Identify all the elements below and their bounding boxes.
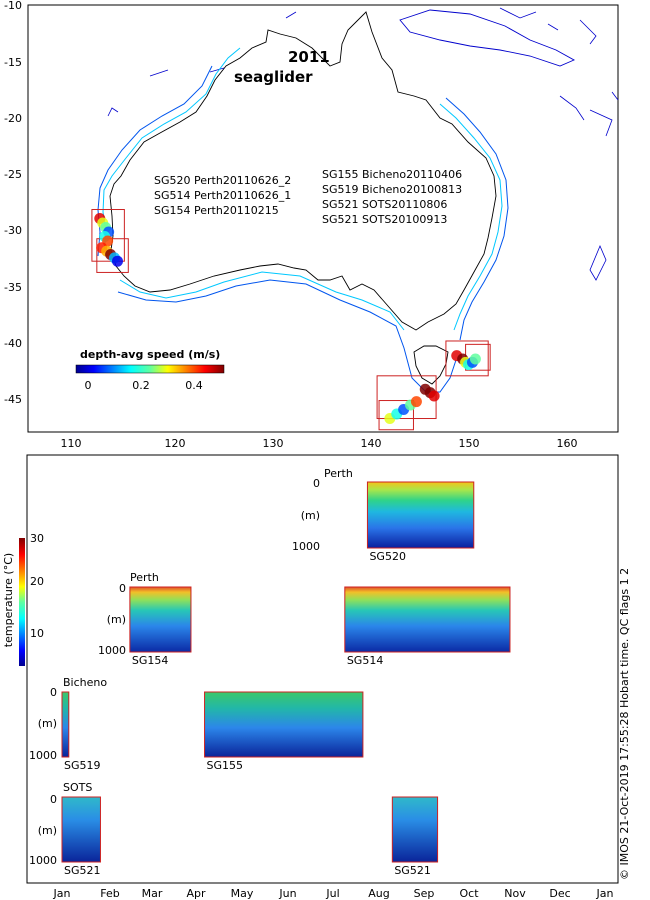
depth-tick: 0 <box>313 477 320 490</box>
temperature-section <box>367 482 473 548</box>
map-x-tick-label: 130 <box>263 437 284 450</box>
map-y-tick-label: -45 <box>4 393 22 406</box>
deployment-label-west: SG520 Perth20110626_2 <box>154 174 291 187</box>
month-tick-label: Jun <box>278 887 296 900</box>
row-label-perth: Perth <box>324 467 353 480</box>
month-tick-label: Jan <box>596 887 614 900</box>
map-y-tick-label: -30 <box>4 224 22 237</box>
month-tick-label: Sep <box>414 887 435 900</box>
glider-label: SG519 <box>64 759 101 772</box>
section-sg521: SG521 <box>62 797 101 877</box>
section-sg521: SG521 <box>392 797 437 877</box>
speed-point <box>429 391 440 402</box>
glider-label: SG154 <box>132 654 169 667</box>
map-y-tick-label: -10 <box>4 0 22 12</box>
map-x-tick-label: 160 <box>557 437 578 450</box>
speed-point <box>112 256 123 267</box>
speed-colorbar-label: depth-avg speed (m/s) <box>80 348 220 361</box>
speed-point <box>411 396 422 407</box>
chart-canvas: -10 -15 -20 -25 -30 -35 -40 -45 110 120 … <box>0 0 650 900</box>
deployment-label-east: SG521 SOTS20110806 <box>322 198 447 211</box>
temperature-section <box>62 797 100 862</box>
depth-tick: 1000 <box>29 749 57 762</box>
map-title-year: 2011 <box>288 48 330 66</box>
section-panel: 30 20 10 temperature (°C) Jan Feb Mar Ap… <box>2 455 618 900</box>
map-y-tick-label: -40 <box>4 337 22 350</box>
temperature-section <box>62 692 69 757</box>
temperature-colorbar-tick: 20 <box>30 575 44 588</box>
month-tick-label: Dec <box>549 887 570 900</box>
map-x-tick-label: 110 <box>61 437 82 450</box>
speed-point <box>470 353 481 364</box>
temperature-colorbar-tick: 10 <box>30 627 44 640</box>
map-y-tick-label: -25 <box>4 168 22 181</box>
temperature-section <box>205 692 363 757</box>
month-tick-label: Jul <box>325 887 339 900</box>
map-y-tick-label: -20 <box>4 112 22 125</box>
temperature-colorbar <box>19 538 25 666</box>
map-x-tick-label: 120 <box>165 437 186 450</box>
month-tick-label: Jan <box>53 887 71 900</box>
map-y-tick-label: -35 <box>4 281 22 294</box>
depth-tick: (m) <box>38 824 57 837</box>
depth-tick: (m) <box>301 509 320 522</box>
depth-tick: (m) <box>38 717 57 730</box>
month-tick-label: Aug <box>368 887 389 900</box>
map-y-ticks: -10 -15 -20 -25 -30 -35 -40 -45 <box>4 0 22 406</box>
temperature-section <box>345 587 510 652</box>
speed-colorbar <box>76 365 224 373</box>
speed-colorbar-tick: 0 <box>85 379 92 392</box>
temperature-axis-label: temperature (°C) <box>2 553 15 647</box>
deployment-label-east: SG519 Bicheno20100813 <box>322 183 462 196</box>
speed-colorbar-tick: 0.4 <box>185 379 203 392</box>
month-tick-label: Nov <box>504 887 526 900</box>
map-x-tick-label: 150 <box>459 437 480 450</box>
section-frame <box>27 455 618 883</box>
depth-tick: (m) <box>107 613 126 626</box>
row-label-perth: Perth <box>130 571 159 584</box>
speed-colorbar-tick: 0.2 <box>132 379 150 392</box>
temperature-section <box>392 797 437 862</box>
month-axis: Jan Feb Mar Apr May Jun Jul Aug Sep Oct … <box>53 887 614 900</box>
map-title-seaglider: seaglider <box>234 68 313 86</box>
row-label-sots: SOTS <box>63 781 92 794</box>
month-tick-label: Apr <box>186 887 206 900</box>
month-tick-label: Mar <box>142 887 163 900</box>
month-tick-label: May <box>231 887 254 900</box>
map-panel: -10 -15 -20 -25 -30 -35 -40 -45 110 120 … <box>4 0 618 450</box>
depth-tick: 0 <box>50 793 57 806</box>
depth-tick: 0 <box>50 686 57 699</box>
deployment-label-west: SG514 Perth20110626_1 <box>154 189 291 202</box>
row-label-bicheno: Bicheno <box>63 676 107 689</box>
depth-tick: 0 <box>119 582 126 595</box>
glider-label: SG521 <box>64 864 101 877</box>
map-x-tick-label: 140 <box>361 437 382 450</box>
map-y-tick-label: -15 <box>4 56 22 69</box>
deployment-label-west: SG154 Perth20110215 <box>154 204 279 217</box>
glider-label: SG514 <box>347 654 384 667</box>
temperature-colorbar-tick: 30 <box>30 532 44 545</box>
depth-tick: 1000 <box>292 540 320 553</box>
imos-timestamp-note: © IMOS 21-Oct-2019 17:55:28 Hobart time.… <box>618 568 631 880</box>
map-x-ticks: 110 120 130 140 150 160 <box>61 437 578 450</box>
deployment-label-east: SG521 SOTS20100913 <box>322 213 447 226</box>
temperature-section <box>130 587 191 652</box>
glider-label: SG155 <box>207 759 244 772</box>
glider-label: SG521 <box>394 864 431 877</box>
depth-tick: 1000 <box>98 644 126 657</box>
depth-tick: 1000 <box>29 854 57 867</box>
deployment-label-east: SG155 Bicheno20110406 <box>322 168 462 181</box>
month-tick-label: Feb <box>100 887 119 900</box>
month-tick-label: Oct <box>459 887 479 900</box>
glider-label: SG520 <box>369 550 406 563</box>
